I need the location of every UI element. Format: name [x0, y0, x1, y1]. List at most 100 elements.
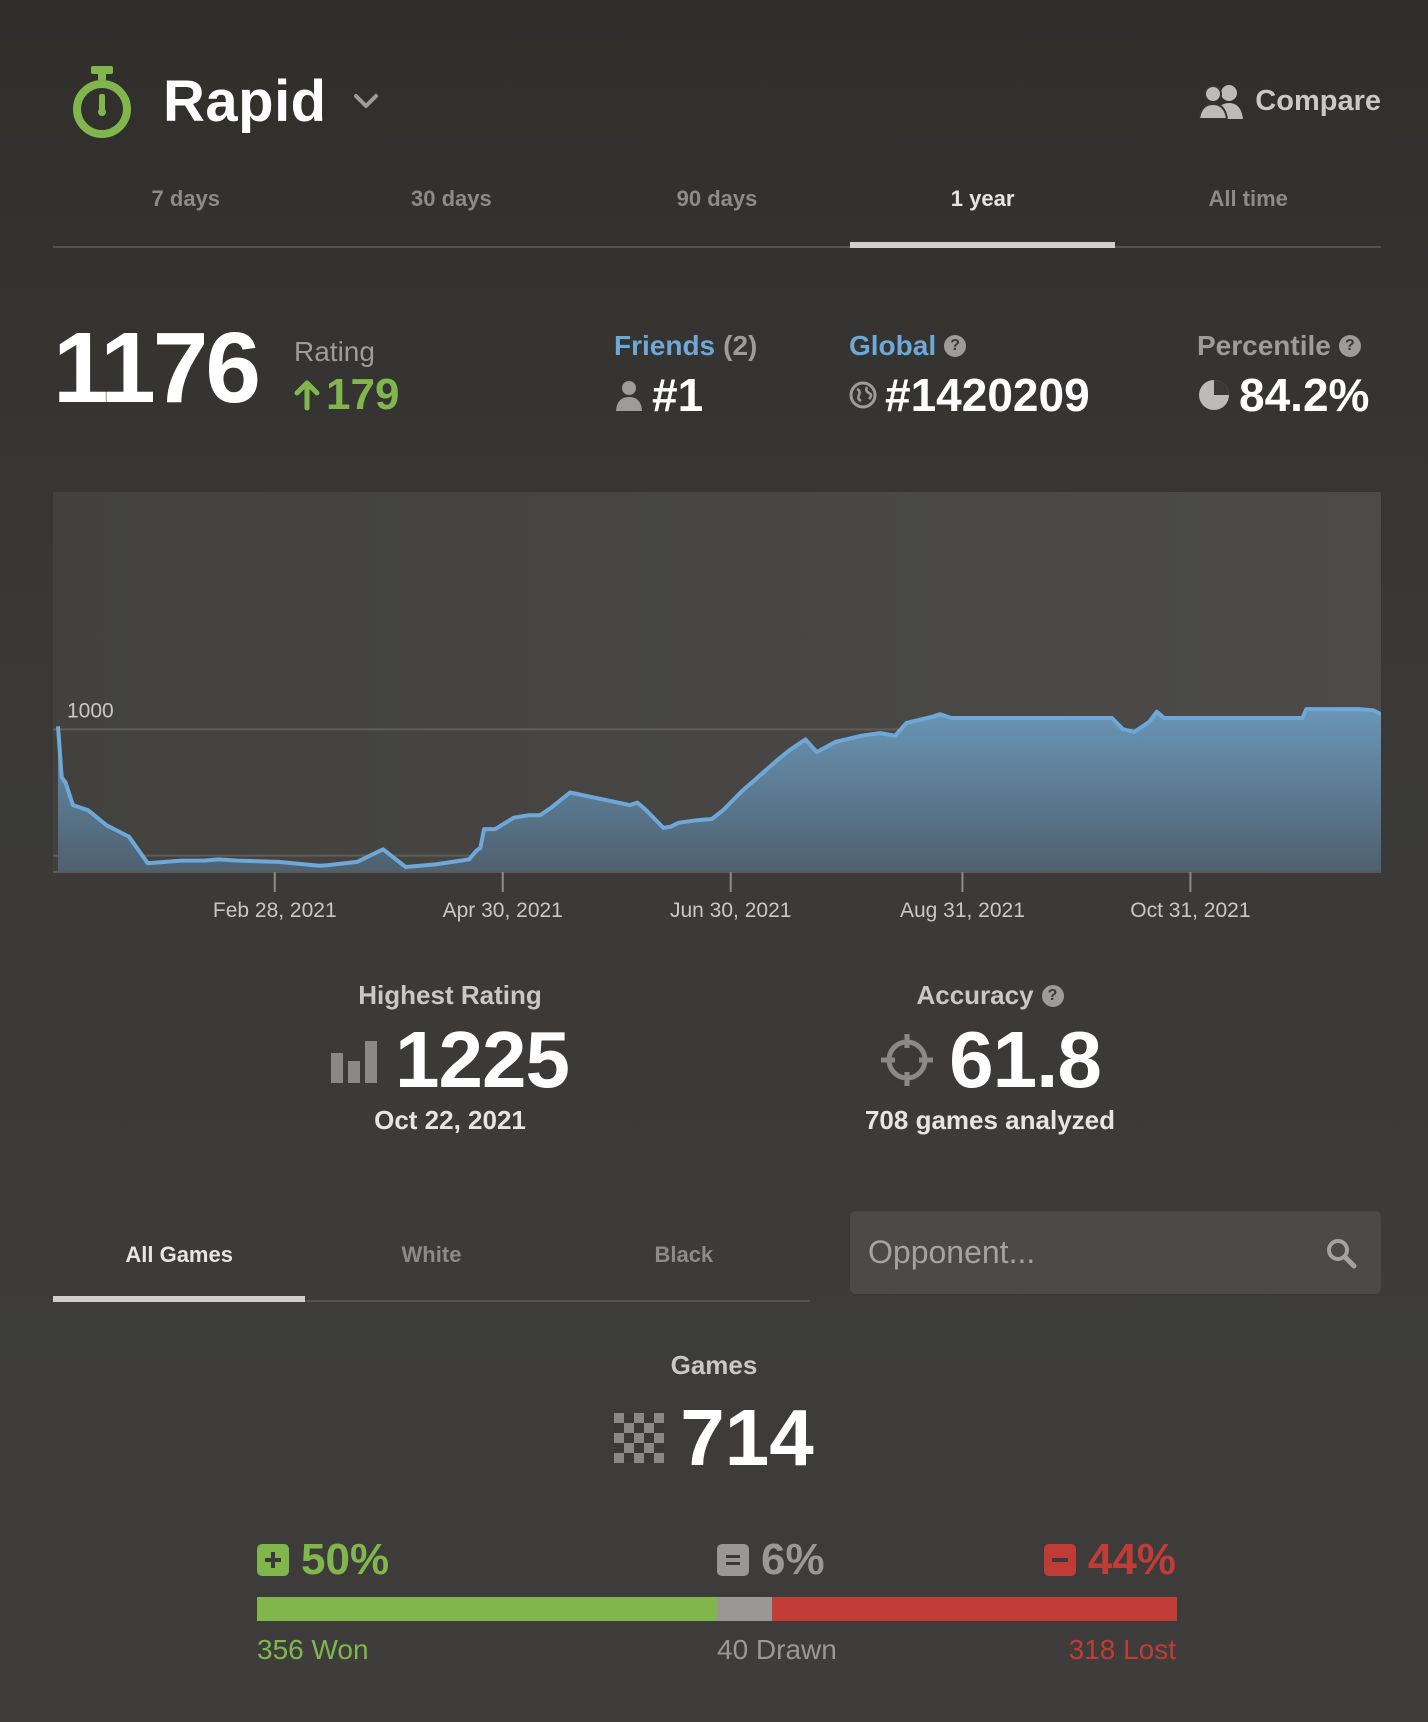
time-range-tabs: 7 days 30 days 90 days 1 year All time: [53, 168, 1381, 248]
color-filter-tabs: All Games White Black: [53, 1212, 810, 1302]
chessboard-square: [634, 1413, 645, 1423]
chessboard-square: [644, 1443, 655, 1453]
rating-line: [56, 707, 1381, 869]
highest-rating-date: Oct 22, 2021: [374, 1105, 526, 1135]
global-label[interactable]: Global: [849, 330, 937, 361]
tab-1-year[interactable]: 1 year: [849, 168, 1116, 248]
chessboard-square: [614, 1453, 625, 1463]
tab-90-days[interactable]: 90 days: [676, 186, 758, 211]
tab-30-days[interactable]: 30 days: [411, 186, 492, 211]
search-icon[interactable]: [1325, 1237, 1357, 1269]
highest-rating-label: Highest Rating: [358, 980, 542, 1010]
x-tick-label: Apr 30, 2021: [443, 899, 563, 922]
games-analyzed: 708 games analyzed: [864, 1105, 1116, 1135]
pie-chart-icon: [1199, 380, 1229, 410]
highest-rating-value: 1225: [395, 1015, 570, 1104]
tab-black[interactable]: Black: [654, 1242, 714, 1267]
compare-button[interactable]: Compare: [1197, 78, 1381, 124]
current-rating: 1176: [53, 312, 261, 424]
percentile-label: Percentile: [1197, 330, 1331, 361]
won-percent-value: 50%: [301, 1535, 390, 1584]
chessboard-square: [624, 1413, 635, 1423]
help-icon[interactable]: ?: [1041, 984, 1064, 1007]
won-percent: 50%: [257, 1535, 389, 1585]
chessboard-square: [624, 1453, 635, 1463]
rating-area: [58, 709, 1381, 872]
chessboard-square: [624, 1433, 635, 1443]
users-icon: [1198, 85, 1244, 119]
equals-icon: [717, 1544, 749, 1576]
chessboard-square: [644, 1453, 655, 1463]
chessboard-square: [644, 1433, 655, 1443]
games-total: 714: [0, 1392, 1428, 1484]
chessboard-square: [634, 1453, 645, 1463]
rating-change-value: 179: [326, 370, 400, 419]
global-rank[interactable]: Global ? #1420209: [849, 330, 1090, 422]
help-icon[interactable]: ?: [1338, 335, 1361, 357]
chessboard-square: [614, 1433, 625, 1443]
tab-7-days[interactable]: 7 days: [151, 186, 221, 211]
x-tick-label: Aug 31, 2021: [900, 899, 1025, 922]
accuracy: Accuracy ? 61.8 708 games analyzed: [840, 980, 1140, 1136]
accuracy-label: Accuracy: [916, 980, 1034, 1010]
tab-all-games[interactable]: All Games: [53, 1212, 306, 1302]
lost-percent-value: 44%: [1087, 1535, 1176, 1584]
percentile: Percentile ? 84.2%: [1197, 330, 1369, 422]
tab-white[interactable]: White: [401, 1242, 462, 1267]
lost-count: 318 Lost: [1068, 1634, 1176, 1665]
x-tick-label: Jun 30, 2021: [670, 899, 791, 922]
chessboard-square: [654, 1443, 665, 1453]
compare-label: Compare: [1255, 84, 1381, 117]
mode-title[interactable]: Rapid: [163, 69, 327, 134]
tab-all-time[interactable]: All time: [1208, 186, 1288, 211]
chessboard-square: [624, 1443, 635, 1453]
globe-icon: [849, 381, 877, 409]
chessboard-square: [654, 1453, 665, 1463]
chessboard-square: [654, 1423, 665, 1433]
chessboard-square: [614, 1413, 625, 1423]
header: Rapid Compare: [53, 56, 1381, 152]
chessboard-square: [614, 1423, 625, 1433]
won-segment: [257, 1597, 717, 1621]
games-count: 714: [680, 1393, 814, 1482]
bar-chart-icon: [331, 1041, 378, 1083]
chessboard-square: [644, 1423, 655, 1433]
friends-rank-value: #1: [652, 369, 704, 421]
x-tick-label: Feb 28, 2021: [213, 899, 337, 922]
accuracy-value: 61.8: [949, 1015, 1102, 1104]
chessboard-square: [634, 1433, 645, 1443]
lost-segment: [772, 1597, 1177, 1621]
chevron-down-icon[interactable]: [351, 90, 381, 112]
help-icon[interactable]: ?: [944, 335, 967, 357]
stopwatch-icon: [73, 66, 131, 138]
drawn-percent: 6%: [717, 1535, 825, 1585]
drawn-segment: [717, 1597, 773, 1621]
person-icon: [616, 381, 642, 411]
friends-label[interactable]: Friends: [614, 330, 716, 361]
chessboard-square: [624, 1423, 635, 1433]
arrow-up-icon: [294, 380, 320, 411]
drawn-count: 40 Drawn: [717, 1634, 837, 1665]
won-count: 356 Won: [257, 1634, 369, 1665]
chessboard-square: [634, 1423, 645, 1433]
y-tick-label: 1000: [67, 699, 114, 722]
x-tick-label: Oct 31, 2021: [1130, 899, 1250, 922]
chessboard-square: [634, 1443, 645, 1453]
lost-percent: 44%: [1043, 1535, 1176, 1585]
rating-label: Rating: [294, 336, 375, 367]
friends-rank[interactable]: Friends (2) #1: [614, 330, 757, 422]
results-bar: [257, 1597, 1177, 1621]
chessboard-icon: [614, 1413, 665, 1463]
crosshair-icon: [881, 1034, 934, 1086]
plus-icon: [257, 1544, 289, 1576]
chessboard-square: [654, 1433, 665, 1443]
games-label: Games: [670, 1350, 758, 1380]
drawn-percent-value: 6%: [761, 1535, 825, 1584]
rating-change: 179: [294, 370, 399, 420]
percentile-value: 84.2%: [1239, 369, 1370, 421]
opponent-search[interactable]: [850, 1211, 1381, 1294]
opponent-search-input[interactable]: [868, 1234, 1325, 1271]
chessboard-square: [654, 1413, 665, 1423]
